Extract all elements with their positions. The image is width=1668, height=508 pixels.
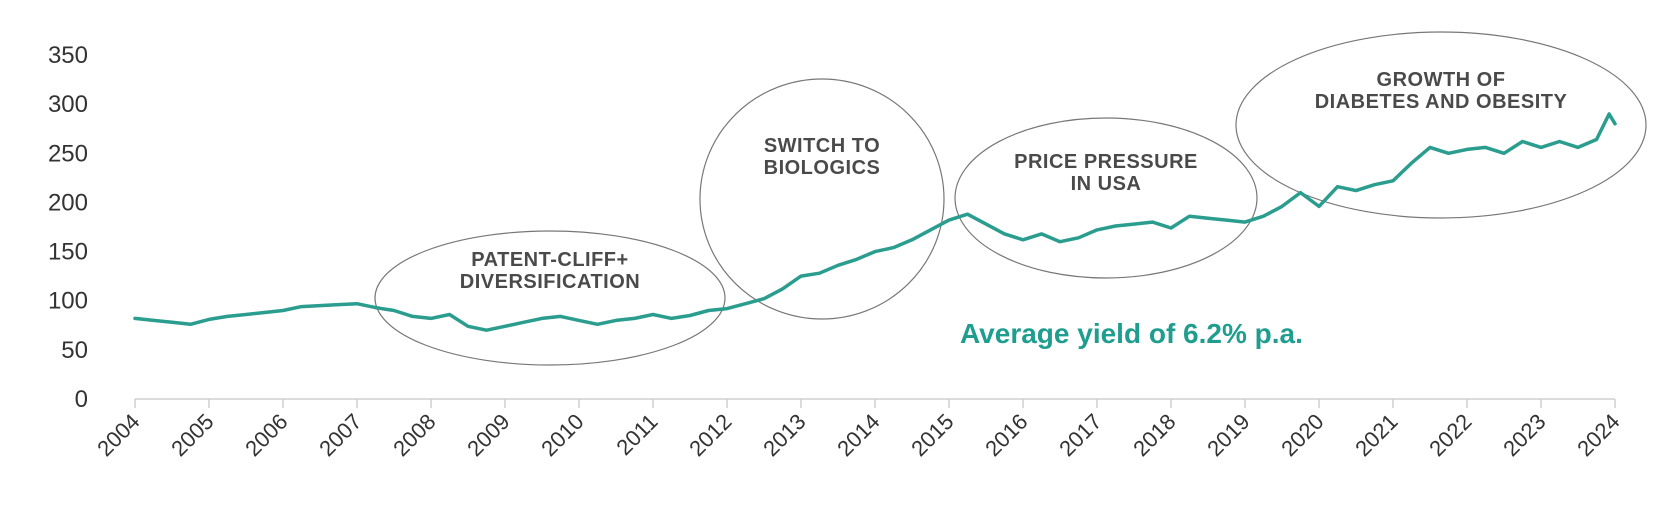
- x-tick-label: 2021: [1350, 409, 1402, 461]
- x-tick-label: 2016: [980, 409, 1032, 461]
- annotation-label-price: IN USA: [1071, 173, 1142, 195]
- x-tick-label: 2022: [1424, 409, 1476, 461]
- y-tick-label: 200: [48, 189, 88, 216]
- x-tick-label: 2014: [832, 409, 884, 461]
- x-tick-label: 2010: [536, 409, 588, 461]
- x-tick-label: 2012: [684, 409, 736, 461]
- annotation-label-patent: PATENT-CLIFF+: [471, 249, 628, 271]
- annotation-label-price: PRICE PRESSURE: [1014, 151, 1198, 173]
- x-tick-label: 2017: [1054, 409, 1106, 461]
- x-tick-label: 2008: [388, 409, 440, 461]
- y-tick-label: 0: [75, 386, 88, 413]
- x-axis: 2004 2005 2006 2007 2008 2009 2010 2011 2012 2013…: [92, 398, 1625, 461]
- annotation-label-biologics: SWITCH TO: [764, 135, 880, 157]
- annotation-ellipse-diabetes: [1235, 31, 1647, 219]
- annotation-ellipse-patent: [374, 230, 726, 366]
- y-tick-label: 300: [48, 91, 88, 118]
- annotation-label-diabetes: GROWTH OF: [1377, 69, 1506, 91]
- headline-annotation: Average yield of 6.2% p.a.: [960, 318, 1303, 349]
- annotation-ellipse-biologics: [699, 78, 945, 320]
- y-tick-label: 150: [48, 239, 88, 266]
- x-tick-label: 2011: [611, 409, 662, 460]
- x-tick-label: 2004: [92, 409, 144, 461]
- y-tick-label: 250: [48, 140, 88, 167]
- y-axis: 0 50 100 150 200 250 300 350: [48, 42, 88, 413]
- y-tick-label: 100: [48, 288, 88, 315]
- annotation-label-diabetes: DIABETES AND OBESITY: [1315, 91, 1568, 113]
- x-tick-label: 2013: [758, 409, 810, 461]
- x-tick-label: 2024: [1572, 409, 1624, 461]
- x-tick-label: 2023: [1498, 409, 1550, 461]
- x-tick-label: 2019: [1202, 409, 1254, 461]
- annotation-label-patent: DIVERSIFICATION: [460, 271, 640, 293]
- annotation-label-biologics: BIOLOGICS: [764, 157, 881, 179]
- x-tick-label: 2009: [462, 409, 514, 461]
- x-tick-label: 2020: [1276, 409, 1328, 461]
- annotation-bubbles: PATENT-CLIFF+DIVERSIFICATION SWITCH TOBIO…: [374, 31, 1647, 366]
- y-tick-label: 50: [61, 337, 88, 364]
- x-tick-label: 2005: [166, 409, 218, 461]
- x-tick-label: 2006: [240, 409, 292, 461]
- x-tick-label: 2007: [314, 409, 366, 461]
- x-tick-label: 2015: [906, 409, 958, 461]
- y-tick-label: 350: [48, 42, 88, 69]
- series-line: [133, 112, 1617, 332]
- x-tick-label: 2018: [1128, 409, 1180, 461]
- annotation-ellipse-price: [954, 117, 1258, 279]
